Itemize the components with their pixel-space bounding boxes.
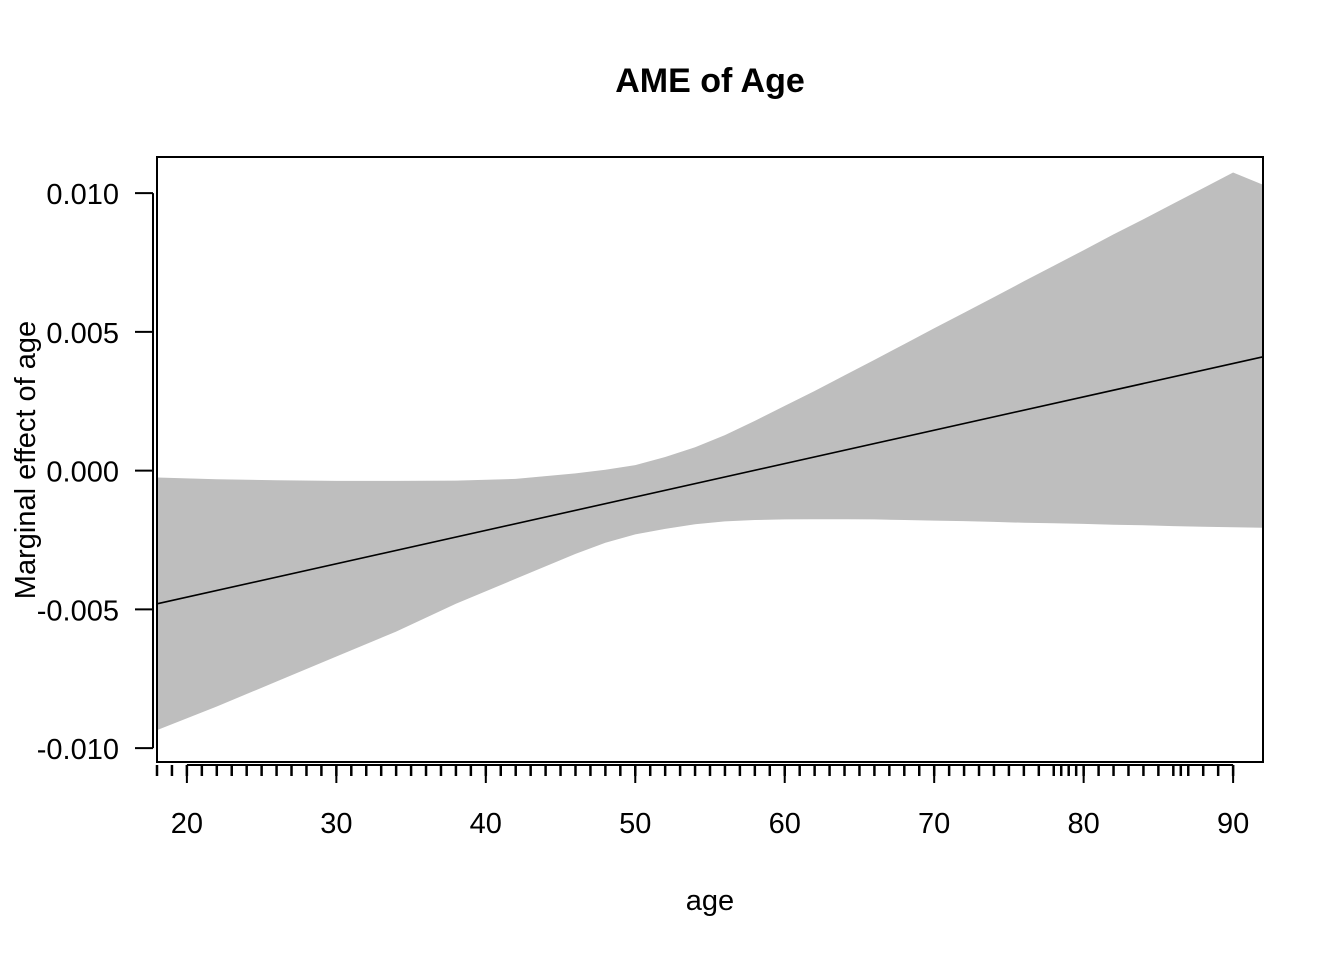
confidence-band-layer <box>157 172 1263 731</box>
series-line-0 <box>156 356 1264 605</box>
y-axis-label: Marginal effect of age <box>10 321 42 599</box>
y-tick-label: -0.010 <box>37 734 119 766</box>
x-axis-label: age <box>686 885 734 917</box>
y-tick-label: 0.010 <box>46 179 119 211</box>
y-tick-label: -0.005 <box>37 595 119 627</box>
plot-frame <box>156 156 1264 763</box>
y-axis: -0.010 -0.005 0.000 0.005 0.010 <box>37 179 154 766</box>
x-tick-label: 60 <box>769 808 801 840</box>
x-tick-label: 20 <box>171 808 203 840</box>
x-axis: 20 30 40 50 60 70 80 90 <box>171 764 1249 840</box>
x-tick-label: 80 <box>1068 808 1100 840</box>
x-tick-label: 30 <box>320 808 352 840</box>
rug-layer <box>155 765 1235 776</box>
y-tick-label: 0.005 <box>46 318 119 350</box>
x-tick-label: 90 <box>1217 808 1249 840</box>
x-tick-label: 70 <box>918 808 950 840</box>
x-tick-label: 40 <box>470 808 502 840</box>
y-tick-label: 0.000 <box>46 457 119 489</box>
line-layer <box>156 356 1264 605</box>
chart-title: AME of Age <box>615 62 805 100</box>
confidence-band <box>157 172 1263 731</box>
x-tick-label: 50 <box>619 808 651 840</box>
